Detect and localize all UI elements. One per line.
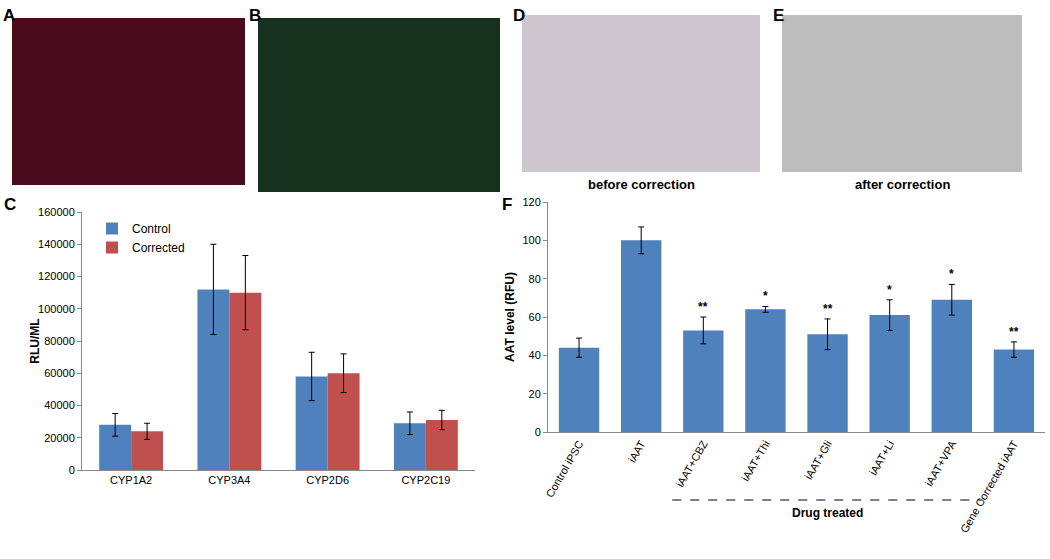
- svg-text:80000: 80000: [44, 335, 75, 347]
- svg-text:120: 120: [522, 196, 540, 208]
- svg-text:*: *: [763, 289, 768, 303]
- svg-text:80: 80: [529, 273, 541, 285]
- svg-text:**: **: [698, 300, 708, 314]
- svg-text:Drug treated: Drug treated: [792, 506, 863, 520]
- svg-text:iAAT+CBZ: iAAT+CBZ: [674, 438, 710, 489]
- svg-text:**: **: [1009, 325, 1019, 339]
- svg-text:120000: 120000: [38, 270, 75, 282]
- svg-text:140000: 140000: [38, 238, 75, 250]
- svg-text:C: C: [4, 195, 16, 214]
- svg-text:F: F: [502, 195, 512, 214]
- svg-text:40000: 40000: [44, 399, 75, 411]
- svg-text:60000: 60000: [44, 367, 75, 379]
- svg-text:CYP2D6: CYP2D6: [306, 474, 349, 486]
- svg-text:iAAT+Gli: iAAT+Gli: [802, 438, 834, 481]
- svg-text:100000: 100000: [38, 303, 75, 315]
- svg-text:0: 0: [535, 426, 541, 438]
- svg-text:0: 0: [69, 464, 75, 476]
- svg-text:Control iPSC: Control iPSC: [543, 438, 585, 499]
- svg-text:before correction: before correction: [588, 177, 695, 192]
- svg-text:**: **: [823, 302, 833, 316]
- svg-text:B: B: [249, 6, 261, 25]
- svg-text:D: D: [513, 6, 525, 25]
- svg-text:40: 40: [529, 349, 541, 361]
- svg-text:Corrected: Corrected: [132, 241, 185, 255]
- svg-text:20000: 20000: [44, 432, 75, 444]
- svg-text:A: A: [3, 6, 15, 25]
- svg-text:iAAT+VPA: iAAT+VPA: [923, 438, 959, 488]
- svg-text:CYP2C19: CYP2C19: [401, 474, 450, 486]
- svg-text:*: *: [887, 283, 892, 297]
- svg-text:60: 60: [529, 311, 541, 323]
- svg-text:Gene Corrected iAAT: Gene Corrected iAAT: [958, 438, 1021, 535]
- svg-text:RLU/ML: RLU/ML: [28, 318, 42, 363]
- svg-text:*: *: [949, 267, 954, 281]
- svg-text:iAAT+Thi: iAAT+Thi: [739, 438, 772, 483]
- svg-text:after correction: after correction: [855, 177, 950, 192]
- svg-text:20: 20: [529, 388, 541, 400]
- svg-text:AAT level (RFU): AAT level (RFU): [503, 272, 517, 362]
- svg-text:100: 100: [522, 234, 540, 246]
- svg-text:E: E: [773, 6, 784, 25]
- svg-text:CYP1A2: CYP1A2: [110, 474, 152, 486]
- svg-text:iAAT+Li: iAAT+Li: [867, 438, 896, 477]
- svg-text:CYP3A4: CYP3A4: [208, 474, 250, 486]
- svg-text:Control: Control: [132, 222, 171, 236]
- svg-text:iAAT: iAAT: [626, 438, 648, 464]
- svg-text:160000: 160000: [38, 206, 75, 218]
